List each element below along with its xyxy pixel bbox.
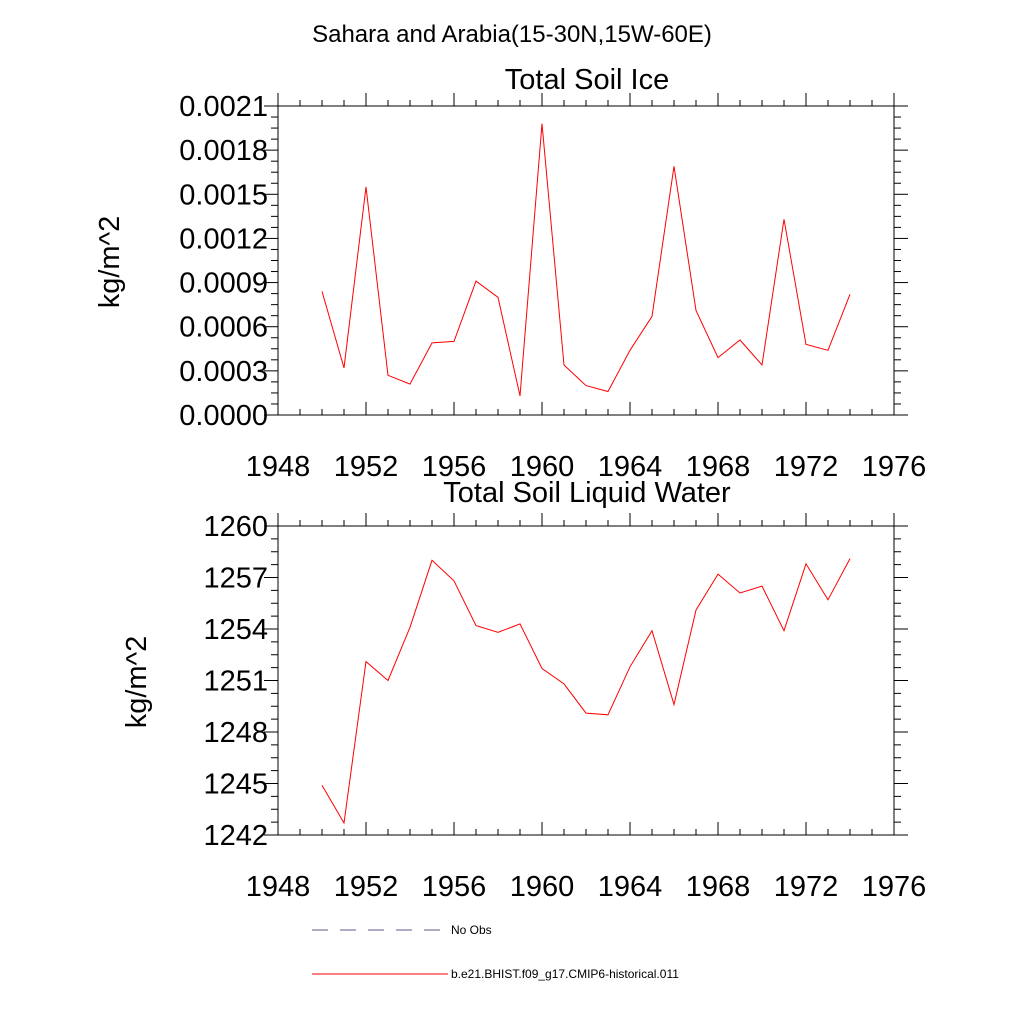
y-tick-label: 0.0018	[179, 135, 268, 167]
y-tick-label: 0.0006	[179, 312, 268, 344]
y-tick-label: 0.0003	[179, 356, 268, 388]
y-axis-label-soil-ice: kg/m^2	[94, 216, 126, 309]
y-tick-label: 0.0012	[179, 223, 268, 255]
x-tick-label: 1976	[862, 451, 927, 483]
y-tick-label: 0.0000	[179, 400, 268, 432]
y-tick-labels-soil-liquid-water: 1242 1245 1248 1251 1254 1257 1260	[203, 511, 268, 852]
x-tick-label: 1948	[246, 871, 311, 903]
chart-panel-soil-ice: Total Soil Ice kg/m^2 0.0000 0.0003 0.0006…	[94, 64, 926, 483]
y-tick-labels-soil-ice: 0.0000 0.0003 0.0006 0.0009 0.0012 0.0015 0.00…	[179, 91, 268, 432]
axis-ticks-soil-liquid-water	[264, 513, 908, 836]
x-tick-label: 1972	[774, 451, 839, 483]
x-tick-label: 1972	[774, 871, 839, 903]
legend-label-no-obs: No Obs	[451, 923, 492, 937]
plot-frame-soil-ice	[277, 105, 895, 416]
chart-title-soil-ice: Total Soil Ice	[505, 64, 669, 96]
x-tick-label: 1952	[334, 871, 399, 903]
figure-suptitle: Sahara and Arabia(15-30N,15W-60E)	[312, 21, 712, 48]
x-tick-label: 1968	[686, 451, 751, 483]
chart-panel-soil-liquid-water: Total Soil Liquid Water kg/m^2 124212451…	[121, 477, 926, 903]
y-tick-label: 1242	[203, 820, 268, 852]
x-tick-label: 1960	[510, 451, 575, 483]
y-tick-label: 0.0021	[179, 91, 268, 123]
series-group-soil-liquid-water	[321, 558, 851, 825]
legend: No Obs b.e21.BHIST.f09_g17.CMIP6-histori…	[312, 923, 679, 981]
axis-ticks-soil-ice	[264, 93, 908, 416]
y-tick-label: 1260	[203, 511, 268, 543]
x-tick-label: 1976	[862, 871, 927, 903]
chart-title-soil-liquid-water: Total Soil Liquid Water	[443, 477, 731, 509]
x-tick-label: 1952	[334, 451, 399, 483]
y-tick-label: 1254	[203, 614, 268, 646]
plot-frame-soil-liquid-water	[277, 525, 895, 836]
x-tick-label: 1948	[246, 451, 311, 483]
y-tick-label: 1245	[203, 769, 268, 801]
series-line-soil-liquid-water	[321, 558, 851, 825]
x-tick-labels-soil-ice: 1948 1952 1956 1960 1964 1968 1972 1976	[246, 451, 927, 483]
series-group-soil-ice	[321, 123, 851, 397]
legend-label-historical-011: b.e21.BHIST.f09_g17.CMIP6-historical.011	[451, 967, 679, 981]
y-tick-label: 1248	[203, 717, 268, 749]
x-tick-label: 1968	[686, 871, 751, 903]
y-axis-label-soil-liquid-water: kg/m^2	[121, 636, 153, 729]
y-tick-label: 1251	[203, 666, 268, 698]
y-tick-label: 0.0009	[179, 268, 268, 300]
x-tick-label: 1956	[422, 871, 487, 903]
x-tick-label: 1964	[598, 871, 663, 903]
y-tick-label: 0.0015	[179, 179, 268, 211]
x-tick-labels-soil-liquid-water: 1948 1952 1956 1960 1964 1968 1972 1976	[246, 871, 927, 903]
x-tick-label: 1956	[422, 451, 487, 483]
y-tick-label: 1257	[203, 563, 268, 595]
x-tick-label: 1964	[598, 451, 663, 483]
x-tick-label: 1960	[510, 871, 575, 903]
series-line-soil-ice	[321, 123, 851, 397]
